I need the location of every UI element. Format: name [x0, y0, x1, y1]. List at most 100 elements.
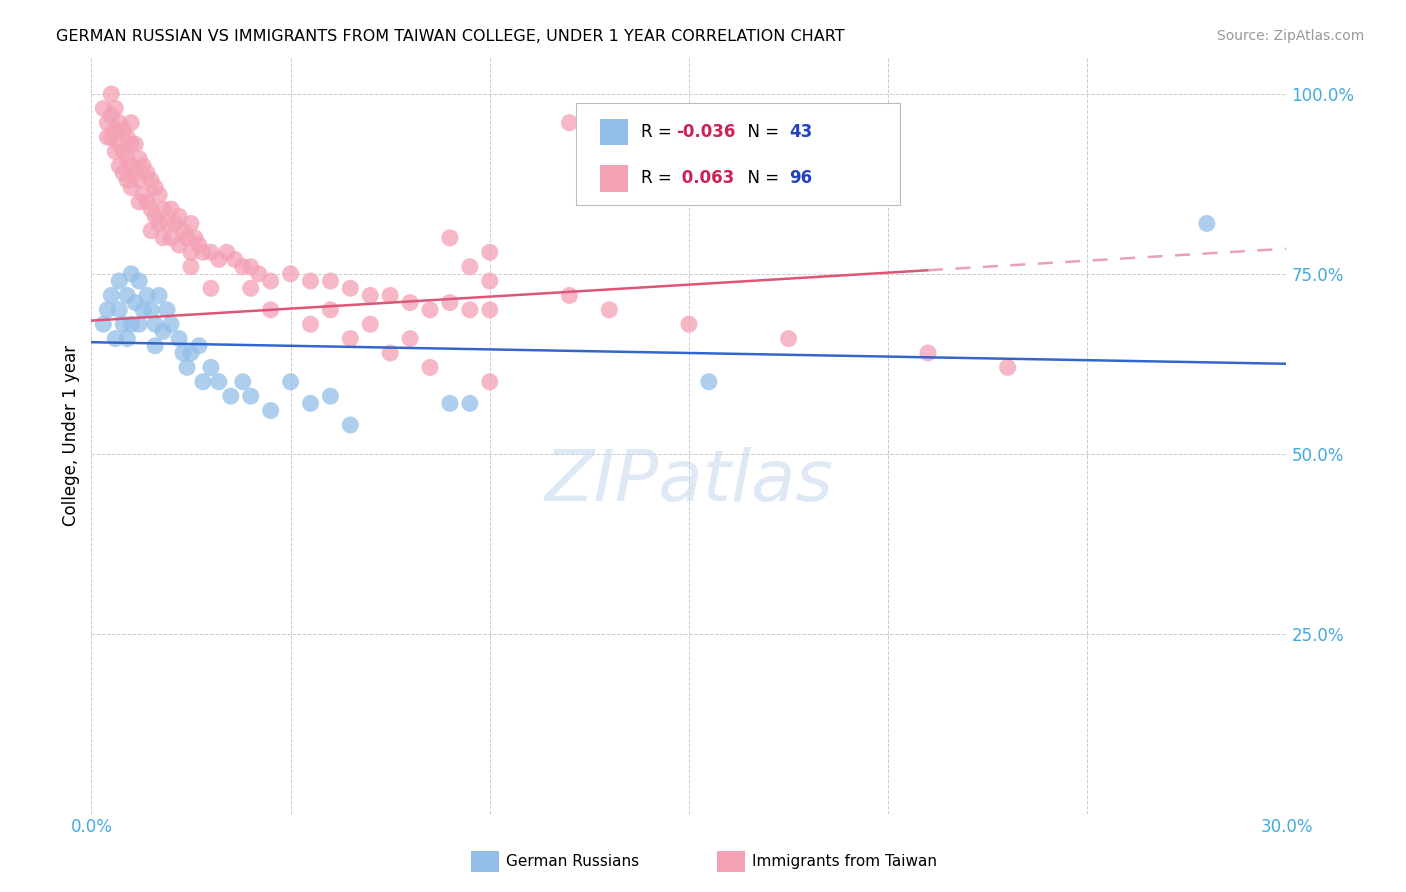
Point [200, 360, 222, 375]
Point [319, 274, 342, 288]
Point [132, 159, 155, 173]
Point [478, 375, 501, 389]
Point [678, 137, 700, 152]
Point [458, 260, 481, 274]
Point [108, 137, 131, 152]
Point [104, 145, 127, 159]
Point [439, 295, 461, 310]
Point [319, 302, 342, 317]
Text: R =: R = [641, 169, 678, 187]
Text: German Russians: German Russians [506, 855, 640, 869]
Point [100, 109, 122, 123]
Point [132, 187, 155, 202]
Point [458, 396, 481, 410]
Point [208, 375, 231, 389]
Point [239, 260, 262, 274]
Point [108, 274, 131, 288]
Point [167, 238, 190, 252]
Point [128, 194, 150, 209]
Point [115, 173, 138, 187]
Point [143, 317, 166, 331]
Point [280, 375, 302, 389]
Point [219, 389, 242, 403]
Point [399, 332, 422, 346]
Point [180, 346, 202, 360]
Point [148, 288, 170, 302]
Point [132, 302, 155, 317]
Point [93, 101, 115, 115]
Point [128, 317, 150, 331]
Point [128, 173, 150, 187]
Point [180, 245, 202, 260]
Point [678, 317, 700, 331]
Point [184, 231, 207, 245]
Point [104, 123, 127, 137]
Point [108, 159, 131, 173]
Point [439, 231, 461, 245]
Point [100, 87, 122, 101]
Point [112, 317, 135, 331]
Point [100, 288, 122, 302]
Point [152, 231, 174, 245]
Point [120, 159, 142, 173]
Point [104, 101, 127, 115]
Point [160, 317, 183, 331]
Point [378, 346, 402, 360]
Y-axis label: College, Under 1 year: College, Under 1 year [62, 345, 80, 526]
Point [280, 267, 302, 281]
Text: N =: N = [737, 169, 785, 187]
Point [156, 217, 179, 231]
Point [96, 116, 118, 130]
Point [558, 116, 581, 130]
Point [200, 245, 222, 260]
Point [997, 360, 1019, 375]
Point [167, 209, 190, 223]
Point [339, 332, 361, 346]
Point [100, 130, 122, 145]
Point [419, 360, 441, 375]
Point [148, 217, 170, 231]
Point [104, 332, 127, 346]
Point [136, 166, 159, 180]
Point [598, 302, 620, 317]
Point [160, 231, 183, 245]
Point [299, 396, 322, 410]
Point [120, 180, 142, 194]
Text: 0.063: 0.063 [676, 169, 734, 187]
Point [112, 145, 135, 159]
Point [215, 245, 238, 260]
Point [200, 281, 222, 295]
Point [143, 180, 166, 194]
Point [124, 295, 146, 310]
Point [339, 281, 361, 295]
Text: GERMAN RUSSIAN VS IMMIGRANTS FROM TAIWAN COLLEGE, UNDER 1 YEAR CORRELATION CHART: GERMAN RUSSIAN VS IMMIGRANTS FROM TAIWAN… [56, 29, 845, 45]
Point [152, 202, 174, 216]
Text: Immigrants from Taiwan: Immigrants from Taiwan [752, 855, 938, 869]
Point [180, 260, 202, 274]
Point [778, 332, 800, 346]
Text: R =: R = [641, 123, 678, 141]
Point [239, 389, 262, 403]
Point [163, 217, 186, 231]
Point [399, 295, 422, 310]
Point [120, 137, 142, 152]
Point [108, 116, 131, 130]
Point [299, 274, 322, 288]
Point [176, 360, 198, 375]
Text: Source: ZipAtlas.com: Source: ZipAtlas.com [1216, 29, 1364, 44]
Point [224, 252, 246, 267]
Point [152, 325, 174, 339]
Point [239, 281, 262, 295]
Point [188, 238, 211, 252]
Point [141, 202, 162, 216]
Text: 96: 96 [789, 169, 811, 187]
Point [120, 317, 142, 331]
Text: ZIPatlas: ZIPatlas [544, 447, 834, 516]
Point [1195, 217, 1218, 231]
Point [115, 332, 138, 346]
Point [191, 375, 214, 389]
Point [112, 166, 135, 180]
Point [208, 252, 231, 267]
Point [232, 375, 254, 389]
Point [378, 288, 402, 302]
